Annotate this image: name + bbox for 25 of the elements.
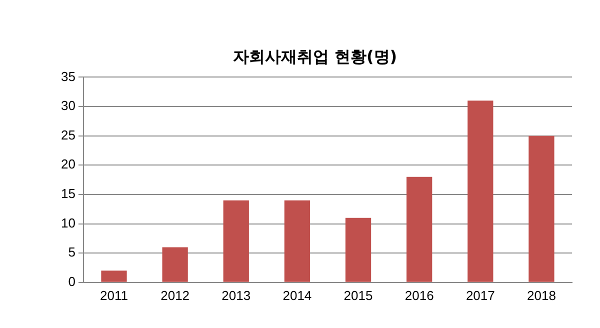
y-tick-label: 15 (60, 186, 76, 202)
x-tick-label: 2011 (100, 288, 128, 303)
y-tick-label: 30 (60, 98, 76, 114)
bar (162, 247, 188, 282)
x-tick-label: 2013 (222, 288, 251, 303)
y-tick-label: 0 (68, 274, 76, 289)
bar (468, 100, 494, 282)
bar (223, 200, 249, 282)
y-tick-label: 5 (68, 244, 76, 260)
x-tick-label: 2016 (404, 288, 434, 303)
bar (284, 200, 310, 282)
y-tick-label: 35 (60, 68, 76, 84)
x-tick-label: 2018 (527, 288, 556, 303)
bar (101, 270, 127, 282)
x-tick-label: 2017 (466, 288, 495, 303)
bar (406, 176, 432, 282)
bar (528, 136, 554, 282)
x-tick-label: 2014 (282, 288, 312, 303)
y-tick-label: 10 (60, 215, 76, 230)
y-tick-label: 20 (60, 156, 76, 172)
y-tick-label: 25 (60, 127, 76, 142)
x-tick-label: 2015 (344, 288, 373, 303)
x-tick-label: 2012 (160, 288, 190, 303)
bar (345, 218, 372, 282)
chart-title: 자회사재취업 현황(명) (232, 46, 398, 66)
